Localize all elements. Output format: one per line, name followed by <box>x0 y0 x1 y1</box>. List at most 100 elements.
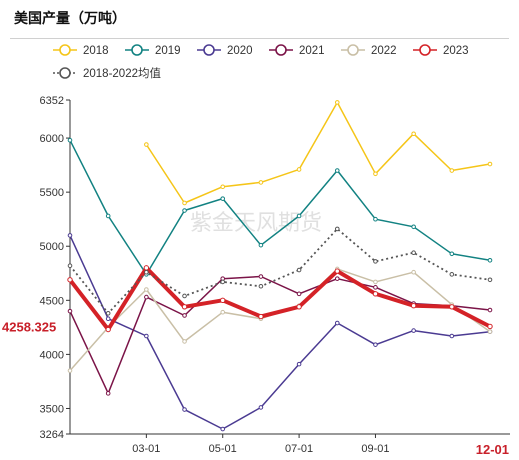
legend-swatch-marker <box>203 44 215 56</box>
y-tick-label: 6000 <box>40 133 64 145</box>
data-point <box>258 405 264 410</box>
legend-item[interactable]: 2018-2022均值 <box>53 67 161 80</box>
y-tick-label: 3264 <box>40 429 64 441</box>
legend-label: 2023 <box>443 45 469 57</box>
legend-swatch-marker <box>59 44 71 56</box>
legend-item[interactable]: 2020 <box>197 44 253 57</box>
data-point <box>411 328 416 333</box>
data-point <box>373 285 378 290</box>
data-point <box>410 303 417 309</box>
y-tick-label: 4500 <box>40 295 64 307</box>
data-point <box>67 263 73 269</box>
series-line <box>145 101 491 204</box>
legend-item[interactable]: 2021 <box>269 44 325 57</box>
series-2018 <box>144 100 493 206</box>
x-tick-label: 05-01 <box>209 443 237 455</box>
data-point <box>334 226 340 232</box>
data-point <box>334 276 340 281</box>
data-point <box>411 131 416 137</box>
legend-swatch-marker <box>419 44 431 56</box>
legend-label: 2022 <box>371 45 397 57</box>
series-2019 <box>67 137 493 277</box>
data-point <box>67 368 73 373</box>
data-point <box>258 313 264 320</box>
y-tick-label: 5500 <box>40 187 64 199</box>
legend-item[interactable]: 2023 <box>413 44 469 57</box>
data-point <box>105 310 111 316</box>
data-point <box>296 213 302 219</box>
data-point <box>258 283 264 289</box>
legend-item[interactable]: 2018 <box>53 44 109 57</box>
data-point <box>258 274 264 279</box>
data-point <box>411 224 416 230</box>
legend-swatch-marker <box>275 44 287 56</box>
data-point <box>487 257 493 263</box>
y-tick-label: 3500 <box>40 403 64 415</box>
data-point <box>105 391 111 396</box>
data-point <box>296 167 302 172</box>
data-point <box>144 287 149 292</box>
legend-label: 2021 <box>299 45 325 57</box>
legend-swatch-marker <box>347 44 359 56</box>
legend-label: 2018 <box>83 45 109 57</box>
y-tick-label: 6352 <box>40 95 64 107</box>
data-point <box>258 242 264 248</box>
data-point <box>105 326 111 333</box>
data-point <box>487 161 493 167</box>
data-point <box>487 307 493 313</box>
data-point <box>182 200 187 206</box>
data-point <box>182 208 187 213</box>
data-point <box>449 168 455 173</box>
series-line <box>69 268 491 372</box>
data-point <box>334 268 340 274</box>
data-point <box>220 297 226 304</box>
data-point <box>220 309 226 315</box>
series-line <box>69 275 491 395</box>
data-point <box>373 279 378 285</box>
legend-label: 2020 <box>227 45 253 57</box>
data-point <box>296 267 302 273</box>
data-point <box>182 339 187 344</box>
series-line <box>69 228 491 315</box>
legend-item[interactable]: 2019 <box>125 44 181 57</box>
series-2022 <box>67 266 493 373</box>
data-point <box>181 304 188 310</box>
series-2023 <box>67 265 493 333</box>
data-point <box>449 304 455 310</box>
legend-item[interactable]: 2022 <box>341 44 397 57</box>
legend-label: 2019 <box>155 45 181 57</box>
data-point <box>67 233 73 238</box>
data-point <box>487 323 493 330</box>
data-point <box>182 293 187 299</box>
data-point <box>334 168 340 173</box>
data-point <box>67 277 73 283</box>
legend-label: 2018-2022均值 <box>83 67 161 80</box>
legend: 2018 2019 2020 2021 2022 2023 2018-2022均值 <box>53 44 469 80</box>
data-point <box>220 196 226 201</box>
data-point <box>449 251 455 257</box>
data-point <box>144 269 149 275</box>
data-point <box>105 213 111 219</box>
data-point <box>105 316 111 322</box>
data-point <box>143 265 150 271</box>
x-tick-label: 09-01 <box>361 443 389 455</box>
data-point <box>334 100 340 105</box>
axes: 3264 3500 4000 4500 5000 5500 6000 6352 03-01 05-… <box>40 95 510 455</box>
series-line <box>69 139 491 276</box>
data-point <box>182 407 187 412</box>
series-line <box>68 265 491 332</box>
data-point <box>372 291 379 297</box>
data-point <box>220 279 226 285</box>
data-point <box>144 333 149 339</box>
data-point <box>296 361 302 367</box>
data-point <box>487 329 493 334</box>
data-point <box>373 259 378 264</box>
data-point <box>373 216 378 222</box>
series-layer <box>67 100 493 432</box>
data-point <box>220 426 226 432</box>
data-point <box>67 308 73 314</box>
data-point <box>220 184 226 190</box>
data-point <box>411 250 416 256</box>
data-point <box>67 137 73 143</box>
